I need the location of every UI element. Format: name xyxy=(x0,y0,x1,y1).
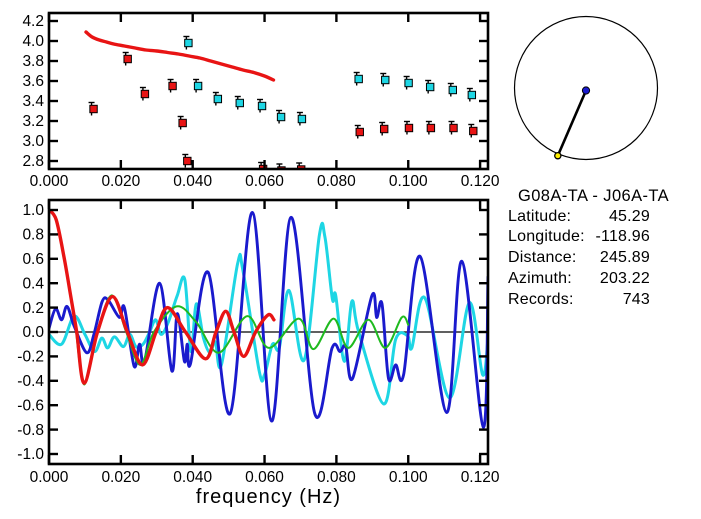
info-row-distance: Distance: 245.89 xyxy=(508,248,669,269)
longitude-value: -118.96 xyxy=(595,228,650,246)
y-tick-label: 1.0 xyxy=(22,202,44,219)
series-cyan-curve xyxy=(49,221,488,406)
azimuth-label: Azimuth: xyxy=(508,269,572,287)
data-point-marker xyxy=(426,123,436,133)
x-tick-label: 0.100 xyxy=(389,173,428,190)
data-point-marker xyxy=(449,123,458,133)
y-tick-label: -0.4 xyxy=(17,373,44,390)
y-tick-label: 3.4 xyxy=(22,93,44,110)
y-tick-label: 3.0 xyxy=(22,133,44,150)
series-group xyxy=(84,30,478,169)
data-point-marker xyxy=(467,90,477,100)
data-point-marker xyxy=(123,54,132,64)
dispersion-plot: 0.000 0.020 0.040 0.060 0.080 0.100 0.120 2.8 3.… xyxy=(22,11,500,190)
spectra-plot-ticks: 0.000 0.020 0.040 0.060 0.080 0.100 0.120 -1.0 -… xyxy=(17,200,500,486)
x-tick-label: 0.040 xyxy=(173,469,212,486)
station-pair-title: G08A-TA - J06A-TA xyxy=(518,187,670,205)
data-point-marker xyxy=(258,164,268,169)
data-point-marker xyxy=(469,126,478,136)
y-tick-label: -1.0 xyxy=(17,446,44,463)
data-point-marker xyxy=(140,89,150,99)
data-point-marker xyxy=(257,101,267,111)
station-info-panel: G08A-TA - J06A-TA Latitude: 45.29 Longitu… xyxy=(508,186,669,310)
series-red-curve xyxy=(49,208,276,385)
y-tick-label: 2.8 xyxy=(22,153,44,170)
x-tick-label: 0.060 xyxy=(245,469,284,486)
records-value: 743 xyxy=(622,290,650,308)
series-cyan-square-points xyxy=(183,35,477,126)
x-tick-label: 0.040 xyxy=(173,173,212,190)
series-blue-curve xyxy=(49,210,488,429)
data-point-marker xyxy=(276,112,286,122)
azimuth-station-dot xyxy=(554,151,562,160)
data-point-marker xyxy=(184,38,193,48)
x-tick-label: 0.120 xyxy=(461,469,500,486)
y-tick-label: 3.8 xyxy=(22,53,44,70)
data-point-marker xyxy=(168,81,177,91)
series-group xyxy=(49,208,488,429)
center-station-dot xyxy=(581,86,591,95)
series-red-reference-curve xyxy=(84,30,276,82)
spectra-plot: 0.000 0.020 0.040 0.060 0.080 0.100 0.120 -1.0 -… xyxy=(17,198,500,508)
azimuth-circle xyxy=(513,15,659,161)
latitude-value: 45.29 xyxy=(608,207,650,225)
y-tick-label: 0.0 xyxy=(22,324,44,341)
data-point-marker xyxy=(235,98,244,108)
y-tick-label: -0.6 xyxy=(17,397,44,414)
y-tick-label: 0.4 xyxy=(22,275,44,292)
longitude-label: Longitude: xyxy=(508,228,585,246)
y-tick-label: 4.0 xyxy=(22,33,44,50)
y-tick-label: 0.8 xyxy=(22,227,44,244)
records-label: Records: xyxy=(508,290,574,308)
data-point-marker xyxy=(355,127,364,137)
y-tick-label: 3.2 xyxy=(22,113,44,130)
x-tick-label: 0.080 xyxy=(317,469,356,486)
azimuth-value: 203.22 xyxy=(599,269,650,287)
azimuth-line xyxy=(556,89,588,157)
x-axis-title: frequency (Hz) xyxy=(196,486,341,508)
x-tick-label: 0.000 xyxy=(30,173,69,190)
data-point-marker xyxy=(379,124,389,134)
dispersion-plot-ticks: 0.000 0.020 0.040 0.060 0.080 0.100 0.120 2.8 3.… xyxy=(22,13,500,190)
distance-label: Distance: xyxy=(508,249,577,267)
data-point-marker xyxy=(178,118,187,128)
info-row-azimuth: Azimuth: 203.22 xyxy=(508,269,669,290)
data-point-marker xyxy=(381,75,390,85)
x-tick-label: 0.020 xyxy=(101,469,140,486)
data-point-marker xyxy=(89,104,98,114)
data-point-marker xyxy=(297,114,307,124)
info-row-records: Records: 743 xyxy=(508,290,669,311)
x-tick-label: 0.060 xyxy=(245,173,284,190)
x-tick-label: 0.100 xyxy=(389,469,428,486)
data-point-marker xyxy=(448,85,457,95)
distance-value: 245.89 xyxy=(599,249,650,267)
dispersion-plot-frame xyxy=(47,11,490,171)
data-point-marker xyxy=(296,165,306,169)
azimuth-diagram xyxy=(513,15,659,161)
info-row-latitude: Latitude: 45.29 xyxy=(508,207,669,228)
latitude-label: Latitude: xyxy=(508,207,572,225)
x-tick-label: 0.080 xyxy=(317,173,356,190)
y-tick-label: 3.6 xyxy=(22,73,44,90)
series-red-square-points xyxy=(88,51,478,169)
y-tick-label: 4.2 xyxy=(22,13,44,30)
x-tick-label: 0.020 xyxy=(101,173,140,190)
x-tick-label: 0.120 xyxy=(461,173,500,190)
data-point-marker xyxy=(425,82,435,92)
data-point-marker xyxy=(183,156,192,166)
data-point-marker xyxy=(404,78,413,88)
info-row-longitude: Longitude: -118.96 xyxy=(508,227,669,248)
data-point-marker xyxy=(193,81,203,91)
y-tick-label: 0.2 xyxy=(22,300,44,317)
data-point-marker xyxy=(404,123,414,133)
data-point-marker xyxy=(354,74,363,84)
y-tick-label: -0.2 xyxy=(17,349,44,366)
data-point-marker xyxy=(213,94,223,104)
x-tick-label: 0.000 xyxy=(30,469,69,486)
y-tick-label: -0.8 xyxy=(17,422,44,439)
y-tick-label: 0.6 xyxy=(22,251,44,268)
